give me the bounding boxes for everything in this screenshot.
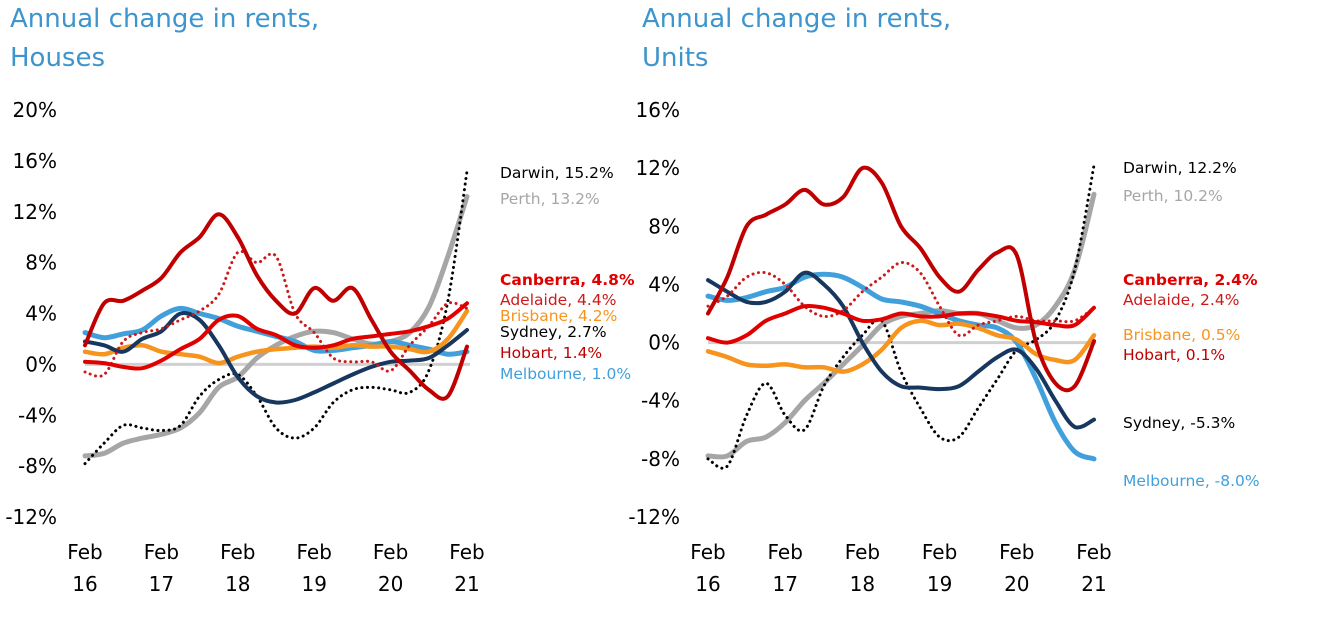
x-tick-label-year: 17 (149, 572, 174, 596)
x-tick-label-year: 19 (301, 572, 326, 596)
x-tick-label-month: Feb (922, 540, 957, 564)
series-line-brisbane (705, 318, 1097, 374)
y-tick-label: 4% (648, 272, 680, 296)
y-tick-label: 16% (13, 149, 57, 173)
x-tick-label-year: 19 (927, 572, 952, 596)
x-tick-label-year: 20 (378, 572, 403, 596)
y-tick-label: -4% (18, 403, 57, 427)
y-tick-label: 8% (25, 251, 57, 275)
x-tick-label-year: 18 (850, 572, 875, 596)
houses-title-line-1: Annual change in rents, (10, 4, 320, 34)
y-tick-label: 16% (636, 98, 680, 122)
x-tick-label-month: Feb (767, 540, 802, 564)
units-chart-title: Annual change in rents, Units (642, 0, 951, 78)
end-label-brisbane: Brisbane, 0.5% (1123, 326, 1240, 344)
x-tick-label-month: Feb (220, 540, 255, 564)
end-label-adelaide: Adelaide, 4.4% (500, 291, 616, 309)
series-line-hobart (706, 165, 1096, 393)
end-label-darwin: Darwin, 12.2% (1123, 159, 1237, 177)
end-label-hobart: Hobart, 0.1% (1123, 346, 1225, 364)
y-tick-label: 0% (648, 331, 680, 355)
end-label-canberra: Canberra, 4.8% (500, 271, 635, 289)
end-label-hobart: Hobart, 1.4% (500, 344, 602, 362)
x-tick-label-year: 16 (695, 572, 720, 596)
series-line-perth (82, 194, 470, 459)
end-label-darwin: Darwin, 15.2% (500, 164, 614, 182)
series-line-hobart (83, 212, 469, 401)
x-tick-label-year: 18 (225, 572, 250, 596)
y-tick-label: 20% (13, 98, 57, 122)
x-tick-label-month: Feb (144, 540, 179, 564)
series-line-sydney (706, 270, 1096, 430)
houses-chart-plot: 20% 16% 12% 8% 4% 0% -4% -8% -12% Feb 16 Feb 17 Feb 18… (5, 98, 635, 596)
units-chart-plot: 16% 12% 8% 4% 0% -4% -8% -12% Feb 16 Feb 17 Feb 18 Feb… (628, 98, 1260, 596)
series-line-brisbane (82, 308, 470, 366)
x-tick-label-month: Feb (690, 540, 725, 564)
end-label-sydney: Sydney, 2.7% (500, 323, 607, 341)
x-tick-label-month: Feb (845, 540, 880, 564)
x-tick-label-month: Feb (373, 540, 408, 564)
x-tick-label-month: Feb (449, 540, 484, 564)
x-tick-label-month: Feb (67, 540, 102, 564)
y-tick-label: -12% (628, 505, 680, 529)
x-tick-label-month: Feb (296, 540, 331, 564)
x-tick-label-year: 21 (1081, 572, 1106, 596)
units-title-line-1: Annual change in rents, (642, 4, 952, 34)
end-label-melbourne: Melbourne, -8.0% (1123, 472, 1260, 490)
houses-title-line-2: Houses (10, 43, 106, 73)
series-line-sydney (83, 310, 469, 405)
y-tick-label: -4% (641, 389, 680, 413)
series-line-canberra (83, 301, 469, 371)
houses-chart-title: Annual change in rents, Houses (10, 0, 319, 78)
end-label-perth: Perth, 10.2% (1123, 187, 1223, 205)
y-tick-label: 12% (636, 156, 680, 180)
units-chart-panel: Annual change in rents, Units 16% 12% 8% 4%… (628, 0, 1325, 619)
series-line-darwin (706, 163, 1096, 470)
x-tick-label-year: 21 (454, 572, 479, 596)
y-tick-label: -8% (18, 454, 57, 478)
end-label-melbourne: Melbourne, 1.0% (500, 365, 631, 383)
y-tick-label: -12% (5, 505, 57, 529)
y-tick-label: 4% (25, 302, 57, 326)
houses-chart-panel: Annual change in rents, Houses 20% 16% 12%… (0, 0, 650, 619)
x-tick-label-year: 20 (1004, 572, 1029, 596)
x-tick-label-year: 16 (72, 572, 97, 596)
units-title-line-2: Units (642, 43, 709, 73)
x-tick-label-month: Feb (999, 540, 1034, 564)
y-tick-label: 12% (13, 200, 57, 224)
end-label-adelaide: Adelaide, 2.4% (1123, 291, 1239, 309)
end-label-canberra: Canberra, 2.4% (1123, 271, 1258, 289)
x-tick-label-year: 17 (772, 572, 797, 596)
y-tick-label: 8% (648, 214, 680, 238)
end-label-sydney: Sydney, -5.3% (1123, 414, 1235, 432)
x-tick-label-month: Feb (1076, 540, 1111, 564)
y-tick-label: 0% (25, 352, 57, 376)
end-label-perth: Perth, 13.2% (500, 190, 600, 208)
series-line-adelaide (83, 249, 469, 378)
y-tick-label: -8% (641, 447, 680, 471)
series-line-darwin (83, 169, 469, 466)
series-line-melbourne (705, 271, 1097, 462)
end-label-brisbane: Brisbane, 4.2% (500, 307, 617, 325)
